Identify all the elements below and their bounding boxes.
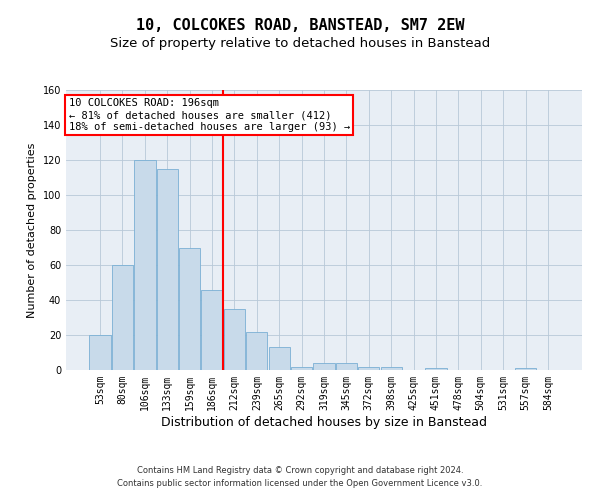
Bar: [380, 366, 402, 370]
Y-axis label: Number of detached properties: Number of detached properties: [27, 142, 37, 318]
Text: 10 COLCOKES ROAD: 196sqm
← 81% of detached houses are smaller (412)
18% of semi-: 10 COLCOKES ROAD: 196sqm ← 81% of detach…: [68, 98, 350, 132]
Bar: [336, 363, 357, 370]
Bar: [179, 248, 200, 370]
Bar: [157, 169, 178, 370]
Bar: [358, 366, 379, 370]
Text: Size of property relative to detached houses in Banstead: Size of property relative to detached ho…: [110, 38, 490, 51]
Bar: [425, 368, 446, 370]
Bar: [89, 335, 111, 370]
Text: Contains HM Land Registry data © Crown copyright and database right 2024.
Contai: Contains HM Land Registry data © Crown c…: [118, 466, 482, 487]
Bar: [224, 308, 245, 370]
Bar: [291, 366, 312, 370]
Bar: [313, 363, 335, 370]
Bar: [112, 265, 133, 370]
Bar: [202, 290, 223, 370]
Bar: [246, 332, 268, 370]
Bar: [515, 368, 536, 370]
Text: 10, COLCOKES ROAD, BANSTEAD, SM7 2EW: 10, COLCOKES ROAD, BANSTEAD, SM7 2EW: [136, 18, 464, 32]
Bar: [134, 160, 155, 370]
Bar: [269, 347, 290, 370]
X-axis label: Distribution of detached houses by size in Banstead: Distribution of detached houses by size …: [161, 416, 487, 428]
